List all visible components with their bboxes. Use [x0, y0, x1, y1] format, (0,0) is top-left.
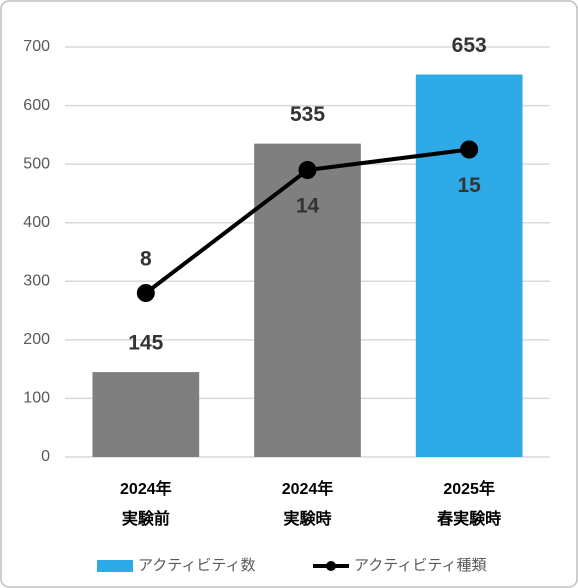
y-tick-label: 300 [23, 273, 50, 290]
x-tick-label: 2024年 [120, 479, 172, 498]
y-tick-label: 700 [23, 38, 50, 55]
bar-value-label: 653 [452, 34, 487, 57]
y-tick-label: 600 [23, 97, 50, 114]
line-point [298, 161, 317, 179]
line-point [136, 284, 155, 302]
line-value-label: 8 [140, 248, 152, 271]
bar [92, 372, 200, 457]
bar-value-label: 145 [128, 332, 163, 355]
y-tick-label: 500 [23, 155, 50, 172]
line-value-label: 14 [296, 195, 320, 218]
bar [254, 143, 361, 457]
line-value-label: 15 [457, 174, 481, 197]
x-tick-label: 春実験時 [436, 509, 501, 528]
x-tick-label: 2024年 [282, 479, 334, 498]
y-tick-label: 200 [23, 331, 50, 348]
legend-swatch [326, 561, 336, 571]
x-tick-label: 実験前 [122, 509, 170, 528]
y-tick-label: 100 [23, 390, 50, 407]
line-point [460, 140, 479, 159]
y-tick-label: 400 [23, 214, 50, 231]
y-tick-label: 0 [41, 448, 50, 465]
bar-value-label: 535 [290, 103, 325, 126]
legend-label: アクティビティ数 [138, 557, 255, 574]
bar [415, 74, 523, 458]
legend-label: アクティビティ種類 [354, 557, 486, 574]
legend-swatch [97, 560, 133, 572]
x-tick-label: 2025年 [443, 479, 495, 498]
x-tick-label: 実験時 [283, 509, 331, 528]
